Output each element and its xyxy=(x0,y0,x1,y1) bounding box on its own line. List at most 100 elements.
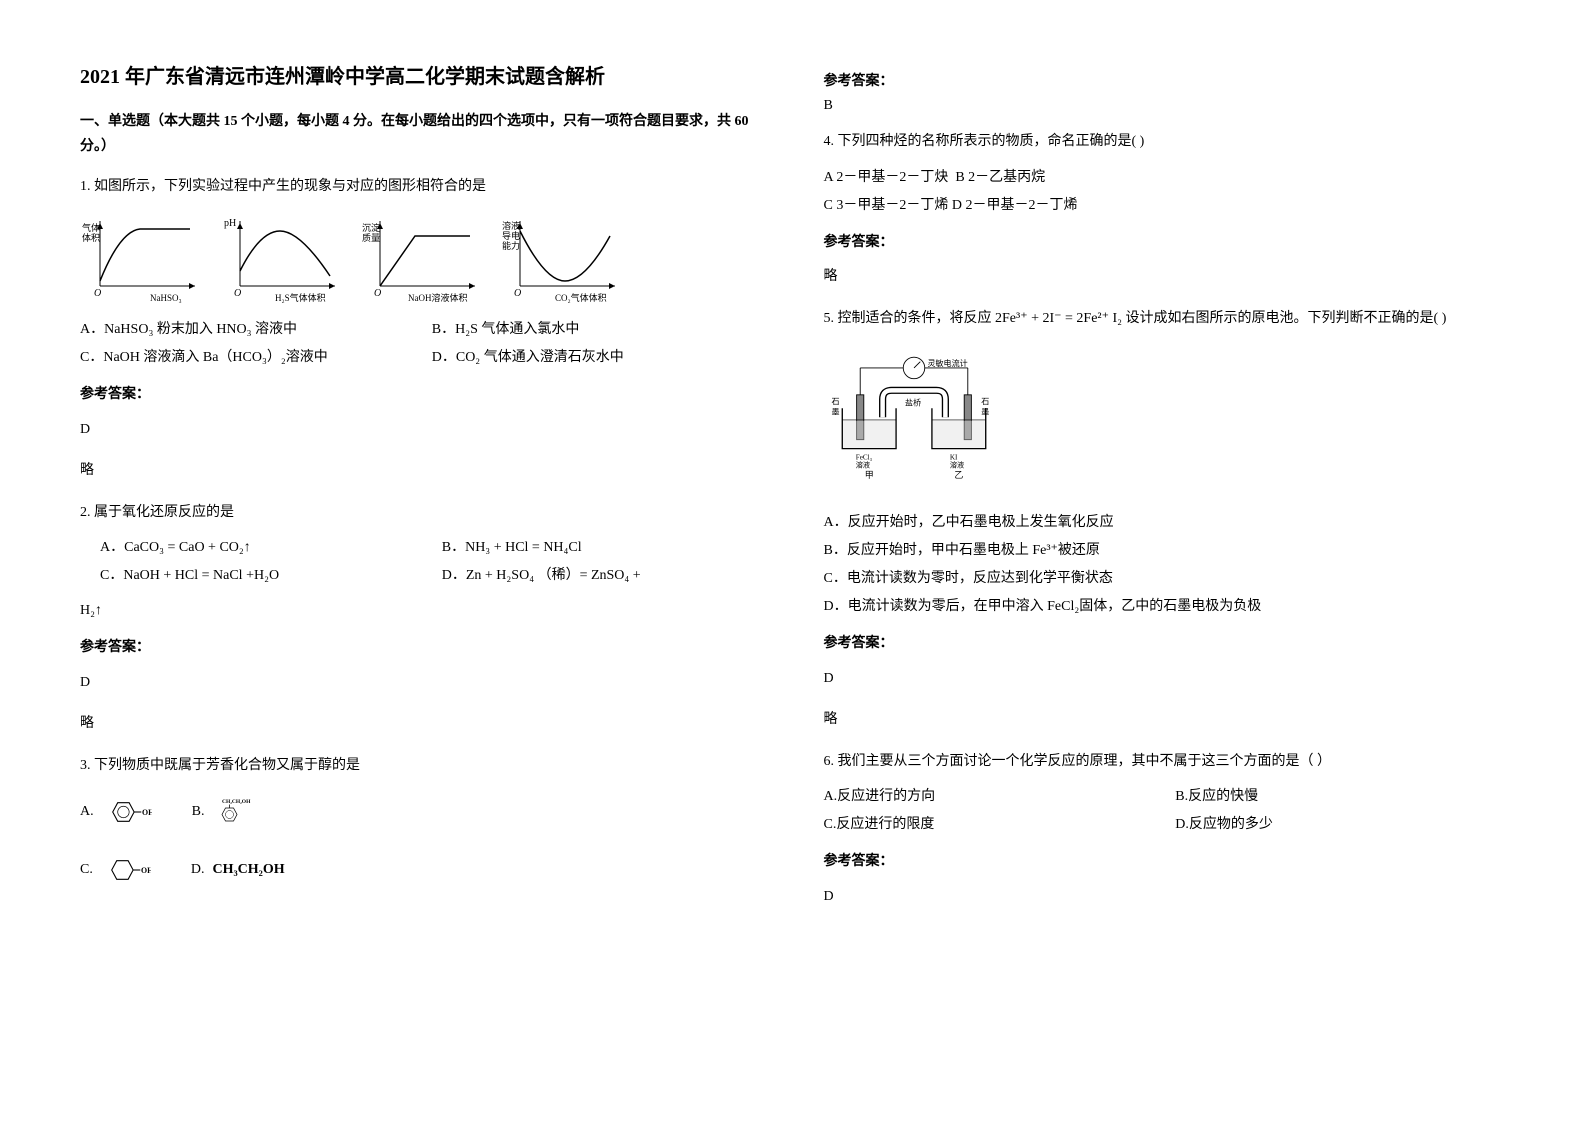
q4-option-b: B 2－乙基丙烷 xyxy=(955,170,1045,185)
graph1-ylabel: 气体 xyxy=(82,222,100,233)
q5-options: A．反应开始时，乙中石墨电极上发生氧化反应 B．反应开始时，甲中石墨电极上 Fe… xyxy=(824,509,1508,621)
graph2-xlabel: H₂S气体体积 xyxy=(275,292,326,303)
q1-options: A．NaHSO₃ 粉末加入 HNO₃ 溶液中 B．H₂S 气体通入氯水中 C．N… xyxy=(80,316,764,372)
left-cup-label: 甲 xyxy=(864,471,873,481)
graph-1-svg: 气体 体积 O NaHSO₃ xyxy=(80,211,210,306)
q2-option-b: B．NH₃ + HCl = NH₄Cl xyxy=(442,534,764,562)
svg-text:CH₂CH₂OH: CH₂CH₂OH xyxy=(222,799,251,805)
q3-struct-a-label: A. xyxy=(80,799,94,826)
graph-3-svg: 沉淀 质量 O NaOH溶液体积 xyxy=(360,211,490,306)
salt-bridge-label: 盐桥 xyxy=(905,398,921,408)
q6-options: A.反应进行的方向 B.反应的快慢 C.反应进行的限度 D.反应物的多少 xyxy=(824,783,1508,839)
q4-explanation: 略 xyxy=(824,264,1508,291)
svg-text:导电: 导电 xyxy=(502,230,520,241)
q3-structures-row1: A. OH B. CH₂CH₂OH xyxy=(80,787,764,837)
q2-answer: D xyxy=(80,670,764,697)
q6-option-c: C.反应进行的限度 xyxy=(824,811,1156,839)
svg-text:O: O xyxy=(94,288,101,299)
question-2: 2. 属于氧化还原反应的是 A．CaCO₃ = CaO + CO₂↑ B．NH₃… xyxy=(80,500,764,738)
q3-struct-c: C. OH xyxy=(80,845,151,895)
q6-option-d: D.反应物的多少 xyxy=(1175,811,1507,839)
svg-text:O: O xyxy=(374,288,381,299)
q5-option-b: B．反应开始时，甲中石墨电极上 Fe³⁺被还原 xyxy=(824,537,1508,565)
hexagon-c-icon: OH xyxy=(101,845,151,895)
q3-text: 3. 下列物质中既属于芳香化合物又属于醇的是 xyxy=(80,753,764,780)
q4-option-d: D 2－甲基－2－丁烯 xyxy=(952,198,1078,213)
q1-text: 1. 如图所示，下列实验过程中产生的现象与对应的图形相符合的是 xyxy=(80,174,764,201)
svg-text:OH: OH xyxy=(142,808,152,817)
graph4-ylabel: 溶液 xyxy=(502,220,520,231)
graph-1: 气体 体积 O NaHSO₃ xyxy=(80,211,210,306)
right-cup-label: 乙 xyxy=(954,471,963,481)
q3-struct-d: D. CH₃CH₂OH xyxy=(191,857,285,884)
svg-text:O: O xyxy=(234,288,241,299)
q1-option-a: A．NaHSO₃ 粉末加入 HNO₃ 溶液中 xyxy=(80,316,412,344)
graph1-xlabel: NaHSO₃ xyxy=(150,293,182,303)
q3-struct-c-label: C. xyxy=(80,857,93,884)
svg-text:溶液: 溶液 xyxy=(949,461,963,470)
section-header: 一、单选题（本大题共 15 个小题，每小题 4 分。在每小题给出的四个选项中，只… xyxy=(80,109,764,159)
svg-text:O: O xyxy=(514,288,521,299)
left-column: 2021 年广东省清远市连州潭岭中学高二化学期末试题含解析 一、单选题（本大题共… xyxy=(80,60,764,926)
left-electrode-label: 石 xyxy=(831,397,839,406)
q3-answer: B xyxy=(824,98,1508,114)
q3-structures-row2: C. OH D. CH₃CH₂OH xyxy=(80,845,764,895)
page-title: 2021 年广东省清远市连州潭岭中学高二化学期末试题含解析 xyxy=(80,60,764,89)
graph-2-svg: pH O H₂S气体体积 xyxy=(220,211,350,306)
q4-option-c: C 3－甲基－2－丁烯 xyxy=(824,198,949,213)
q2-explanation: 略 xyxy=(80,711,764,738)
q2-option-a: A．CaCO₃ = CaO + CO₂↑ xyxy=(100,534,422,562)
q1-answer: D xyxy=(80,417,764,444)
q2-option-d: D．Zn + H₂SO₄ （稀）= ZnSO₄ + xyxy=(442,562,764,590)
q3-struct-b: B. CH₂CH₂OH xyxy=(192,787,263,837)
svg-text:溶液: 溶液 xyxy=(855,461,869,470)
question-4: 4. 下列四种烃的名称所表示的物质，命名正确的是( ) A 2－甲基－2－丁炔 … xyxy=(824,129,1508,291)
q3-struct-d-label: D. xyxy=(191,857,205,884)
q3-answer-label: 参考答案： xyxy=(824,70,1508,90)
q1-option-d: D．CO₂ 气体通入澄清石灰水中 xyxy=(432,344,764,372)
graph3-xlabel: NaOH溶液体积 xyxy=(408,292,468,303)
q2-text: 2. 属于氧化还原反应的是 xyxy=(80,500,764,527)
meter-label: 灵敏电流计 xyxy=(927,359,967,369)
svg-text:能力: 能力 xyxy=(502,240,520,251)
q6-answer-label: 参考答案： xyxy=(824,849,1508,876)
svg-text:体积: 体积 xyxy=(82,232,100,243)
q4-text: 4. 下列四种烃的名称所表示的物质，命名正确的是( ) xyxy=(824,129,1508,156)
graph-4-svg: 溶液 导电 能力 O CO₂气体体积 xyxy=(500,211,630,306)
q1-answer-label: 参考答案： xyxy=(80,382,764,409)
q4-option-a: A 2－甲基－2－丁炔 xyxy=(824,170,949,185)
benzene-b-icon: CH₂CH₂OH xyxy=(212,787,262,837)
q4-answer-label: 参考答案： xyxy=(824,230,1508,257)
graph-4: 溶液 导电 能力 O CO₂气体体积 xyxy=(500,211,630,306)
question-6: 6. 我们主要从三个方面讨论一个化学反应的原理，其中不属于这三个方面的是（ ） … xyxy=(824,749,1508,911)
svg-text:质量: 质量 xyxy=(362,232,380,243)
graphs-row: 气体 体积 O NaHSO₃ pH O H₂S xyxy=(80,211,764,306)
benzene-a-icon: OH xyxy=(102,787,152,837)
svg-text:OH: OH xyxy=(141,866,151,875)
question-5: 5. 控制适合的条件，将反应 2Fe³⁺ + 2I⁻ = 2Fe²⁺ I₂ 设计… xyxy=(824,306,1508,734)
q2-option-d-cont: H₂↑ xyxy=(80,598,764,625)
q5-explanation: 略 xyxy=(824,707,1508,734)
page-container: 2021 年广东省清远市连州潭岭中学高二化学期末试题含解析 一、单选题（本大题共… xyxy=(80,60,1507,926)
electrochemical-cell-diagram: 灵敏电流计 石 墨 石 墨 盐桥 xyxy=(824,350,1004,480)
q6-option-a: A.反应进行的方向 xyxy=(824,783,1156,811)
q6-text: 6. 我们主要从三个方面讨论一个化学反应的原理，其中不属于这三个方面的是（ ） xyxy=(824,749,1508,776)
q6-answer: D xyxy=(824,884,1508,911)
q2-answer-label: 参考答案： xyxy=(80,635,764,662)
q1-option-c: C．NaOH 溶液滴入 Ba（HCO₃）₂溶液中 xyxy=(80,344,412,372)
q5-option-c: C．电流计读数为零时，反应达到化学平衡状态 xyxy=(824,565,1508,593)
q3-struct-b-label: B. xyxy=(192,799,205,826)
q6-option-b: B.反应的快慢 xyxy=(1175,783,1507,811)
q2-option-c: C．NaOH + HCl = NaCl +H₂O xyxy=(100,562,422,590)
svg-text:pH: pH xyxy=(224,218,236,229)
q3-struct-d-text: CH₃CH₂OH xyxy=(212,857,284,884)
q5-option-a: A．反应开始时，乙中石墨电极上发生氧化反应 xyxy=(824,509,1508,537)
left-solution-label: FeCl₃ xyxy=(855,454,872,462)
q3-struct-a: A. OH xyxy=(80,787,152,837)
svg-text:墨: 墨 xyxy=(831,408,839,417)
q5-option-d: D．电流计读数为零后，在甲中溶入 FeCl₂固体，乙中的石墨电极为负极 xyxy=(824,593,1508,621)
q1-option-b: B．H₂S 气体通入氯水中 xyxy=(432,316,764,344)
graph-2: pH O H₂S气体体积 xyxy=(220,211,350,306)
right-solution-label: KI xyxy=(949,454,957,462)
q5-answer-label: 参考答案： xyxy=(824,631,1508,658)
